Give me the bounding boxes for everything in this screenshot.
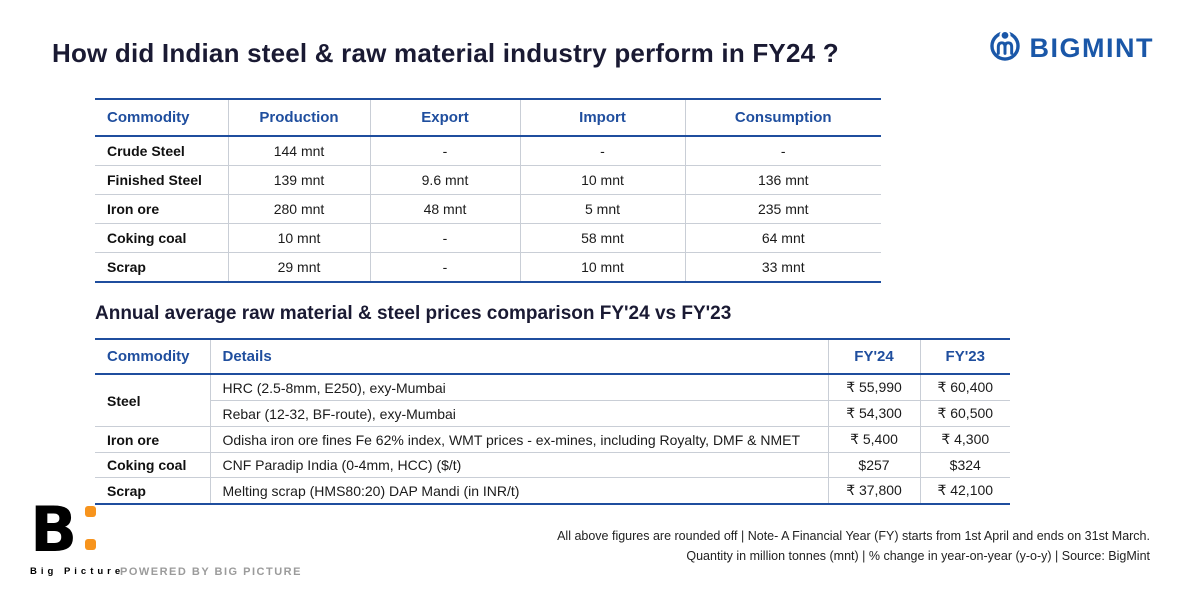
fy23-price-cell: ₹ 4,300: [919, 426, 1010, 453]
commodity-cell: Scrap: [95, 252, 228, 282]
value-cell: 144 mnt: [227, 135, 370, 166]
table-row: Scrap 29 mnt - 10 mnt 33 mnt: [95, 252, 881, 282]
performance-table-header-row: Commodity Production Export Import Consu…: [95, 99, 881, 137]
fy23-price-cell: ₹ 60,400: [919, 373, 1010, 401]
prices-table: Commodity Details FY'24 FY'23 Steel HRC …: [95, 338, 1010, 505]
footnotes: All above figures are rounded off | Note…: [557, 526, 1150, 566]
bigmint-logo-icon: [989, 28, 1021, 69]
fy24-price-cell: $257: [827, 452, 920, 478]
powered-by-label: POWERED BY BIG PICTURE: [120, 566, 302, 578]
fy24-price-cell: ₹ 5,400: [827, 426, 920, 453]
value-cell: 280 mnt: [227, 194, 370, 224]
commodity-cell: Crude Steel: [95, 135, 228, 166]
value-cell: 58 mnt: [519, 223, 685, 253]
details-cell: HRC (2.5-8mm, E250), exy-Mumbai: [209, 373, 828, 401]
prices-table-header-row: Commodity Details FY'24 FY'23: [95, 339, 1010, 375]
value-cell: -: [519, 135, 685, 166]
table-row: Iron ore 280 mnt 48 mnt 5 mnt 235 mnt: [95, 194, 881, 224]
fy24-price-cell: ₹ 55,990: [827, 373, 920, 401]
table-row: Scrap Melting scrap (HMS80:20) DAP Mandi…: [95, 477, 1010, 504]
column-header-export: Export: [369, 99, 520, 137]
column-header-commodity: Commodity: [95, 99, 228, 137]
details-cell: Odisha iron ore fines Fe 62% index, WMT …: [209, 426, 828, 453]
column-header-consumption: Consumption: [684, 99, 881, 137]
bigmint-logo: BIGMINT: [989, 28, 1155, 69]
value-cell: 33 mnt: [684, 252, 881, 282]
value-cell: -: [369, 223, 520, 253]
page-title: How did Indian steel & raw material indu…: [52, 38, 839, 68]
column-header-details: Details: [209, 339, 828, 375]
column-header-import: Import: [519, 99, 685, 137]
details-cell: Melting scrap (HMS80:20) DAP Mandi (in I…: [209, 477, 828, 504]
table-row: Crude Steel 144 mnt - - -: [95, 135, 881, 166]
big-picture-logo-mark: B: [30, 498, 124, 562]
value-cell: 9.6 mnt: [369, 165, 520, 195]
value-cell: 64 mnt: [684, 223, 881, 253]
value-cell: 29 mnt: [227, 252, 370, 282]
column-header-fy23: FY'23: [919, 339, 1010, 375]
performance-table: Commodity Production Export Import Consu…: [95, 98, 881, 283]
commodity-cell: Coking coal: [95, 223, 228, 253]
footnote-line-2: Quantity in million tonnes (mnt) | % cha…: [686, 549, 1150, 563]
value-cell: -: [369, 252, 520, 282]
commodity-cell: Finished Steel: [95, 165, 228, 195]
value-cell: 235 mnt: [684, 194, 881, 224]
value-cell: 48 mnt: [369, 194, 520, 224]
fy23-price-cell: ₹ 60,500: [919, 400, 1010, 427]
value-cell: 10 mnt: [519, 165, 685, 195]
value-cell: -: [369, 135, 520, 166]
value-cell: -: [684, 135, 881, 166]
column-header-fy24: FY'24: [827, 339, 920, 375]
value-cell: 10 mnt: [519, 252, 685, 282]
commodity-cell: Steel: [95, 373, 210, 427]
fy23-price-cell: $324: [919, 452, 1010, 478]
details-cell: Rebar (12-32, BF-route), exy-Mumbai: [209, 400, 828, 427]
commodity-cell: Scrap: [95, 477, 210, 504]
commodity-cell: Iron ore: [95, 426, 210, 453]
commodity-cell: Iron ore: [95, 194, 228, 224]
value-cell: 5 mnt: [519, 194, 685, 224]
details-cell: CNF Paradip India (0-4mm, HCC) ($/t): [209, 452, 828, 478]
big-picture-colon-icon: [85, 498, 97, 558]
table-row: Rebar (12-32, BF-route), exy-Mumbai ₹ 54…: [95, 400, 1010, 427]
table-row: Coking coal 10 mnt - 58 mnt 64 mnt: [95, 223, 881, 253]
fy23-price-cell: ₹ 42,100: [919, 477, 1010, 504]
column-header-production: Production: [227, 99, 370, 137]
bigmint-logo-text: BIGMINT: [1029, 33, 1154, 63]
fy24-price-cell: ₹ 54,300: [827, 400, 920, 427]
value-cell: 139 mnt: [227, 165, 370, 195]
big-picture-logo: B Big Picture: [30, 498, 125, 578]
fy24-price-cell: ₹ 37,800: [827, 477, 920, 504]
value-cell: 10 mnt: [227, 223, 370, 253]
prices-section-title: Annual average raw material & steel pric…: [95, 303, 732, 324]
table-row: Steel HRC (2.5-8mm, E250), exy-Mumbai ₹ …: [95, 373, 1010, 427]
table-row: Iron ore Odisha iron ore fines Fe 62% in…: [95, 426, 1010, 453]
table-row: Coking coal CNF Paradip India (0-4mm, HC…: [95, 452, 1010, 478]
column-header-commodity: Commodity: [95, 339, 210, 375]
value-cell: 136 mnt: [684, 165, 881, 195]
big-picture-logo-text: Big Picture: [30, 566, 125, 577]
table-row: Finished Steel 139 mnt 9.6 mnt 10 mnt 13…: [95, 165, 881, 195]
footnote-line-1: All above figures are rounded off | Note…: [557, 529, 1150, 543]
commodity-cell: Coking coal: [95, 452, 210, 478]
big-picture-b: B: [30, 493, 78, 566]
